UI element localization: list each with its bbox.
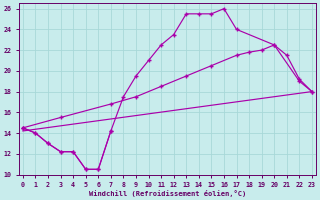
X-axis label: Windchill (Refroidissement éolien,°C): Windchill (Refroidissement éolien,°C) [89,190,246,197]
